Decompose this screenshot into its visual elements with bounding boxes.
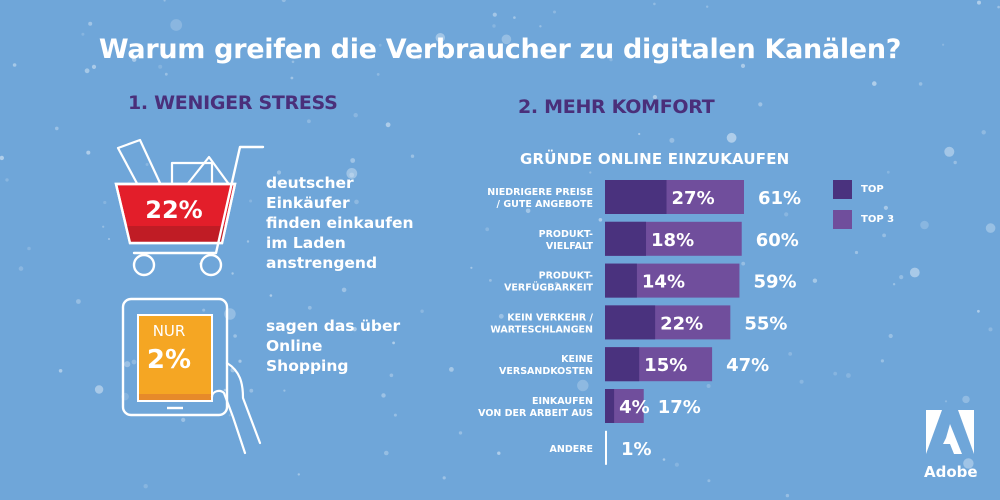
category-label: VIELFALT — [546, 241, 594, 252]
bar-top — [605, 180, 667, 214]
adobe-wordmark: Adobe — [924, 463, 978, 481]
desc-line: sagen das über — [266, 317, 401, 335]
stat-22-percent: 22% — [145, 196, 203, 224]
shopping-cart-icon — [114, 138, 265, 277]
category-label: VERSANDKOSTEN — [499, 366, 593, 377]
value-label-top: 15% — [644, 355, 687, 376]
stat1-description: deutscher Einkäufer finden einkaufen im … — [266, 173, 466, 273]
category-label: KEINE — [561, 354, 593, 365]
tablet-hand-icon — [121, 297, 262, 455]
legend-item-top3: TOP 3 — [833, 209, 894, 229]
category-label: KEIN VERKEHR / — [507, 312, 593, 323]
value-label-top: 27% — [672, 188, 715, 209]
value-label-top3: 60% — [756, 230, 799, 251]
value-label-top3: 47% — [726, 355, 769, 376]
category-label: PRODUKT- — [539, 271, 593, 282]
value-label-top: 22% — [660, 313, 703, 334]
category-label: NIEDRIGERE PREISE — [487, 187, 593, 198]
legend-swatch-top3 — [833, 209, 852, 229]
chart-legend: TOP TOP 3 — [833, 179, 894, 239]
bar-top — [605, 221, 647, 256]
stat-2-percent: 2% — [146, 345, 192, 375]
category-label: PRODUKT- — [539, 229, 593, 240]
legend-swatch-top — [833, 179, 852, 199]
value-label-top: 4% — [619, 397, 650, 418]
value-label-top: 18% — [651, 230, 694, 251]
value-label-top3: 59% — [753, 272, 796, 293]
category-label: VON DER ARBEIT AUS — [478, 408, 593, 419]
value-label-top: 14% — [642, 272, 685, 293]
category-label: VERFÜGBARKEIT — [504, 283, 593, 294]
desc-line: deutscher — [266, 174, 354, 192]
desc-line: Online — [266, 337, 323, 355]
bar-top — [605, 389, 615, 423]
desc-line: finden einkaufen — [266, 214, 414, 232]
value-label-top3: 55% — [744, 313, 787, 334]
section-heading-more-comfort: 2. MEHR KOMFORT — [518, 96, 715, 118]
adobe-logo: Adobe — [924, 408, 978, 481]
bar-top — [605, 263, 637, 298]
legend-label-top3: TOP 3 — [861, 213, 895, 225]
desc-line: anstrengend — [266, 254, 378, 272]
legend-label-top: TOP — [861, 183, 884, 195]
adobe-a-icon — [926, 410, 974, 454]
desc-line: Shopping — [266, 357, 349, 375]
bar-top — [605, 347, 640, 382]
legend-item-top: TOP — [833, 179, 894, 199]
category-label: / GUTE ANGEBOTE — [497, 199, 593, 210]
chart-title: GRÜNDE ONLINE EINZUKAUFEN — [520, 150, 790, 168]
category-label: ANDERE — [550, 444, 593, 455]
value-label-top3: 61% — [758, 188, 801, 209]
value-label-top3: 17% — [658, 397, 701, 418]
page-title: Warum greifen die Verbraucher zu digital… — [98, 34, 902, 65]
value-label-top3: 1% — [621, 439, 652, 460]
bar-top — [605, 305, 656, 340]
category-label: WARTESCHLANGEN — [490, 324, 593, 335]
stat-prefix-nur: NUR — [152, 322, 186, 340]
desc-line: Einkäufer — [266, 194, 350, 212]
stat2-description: sagen das über Online Shopping — [266, 316, 466, 376]
desc-line: im Laden — [266, 234, 346, 252]
category-label: EINKAUFEN — [532, 396, 593, 407]
section-heading-less-stress: 1. WENIGER STRESS — [128, 92, 338, 114]
